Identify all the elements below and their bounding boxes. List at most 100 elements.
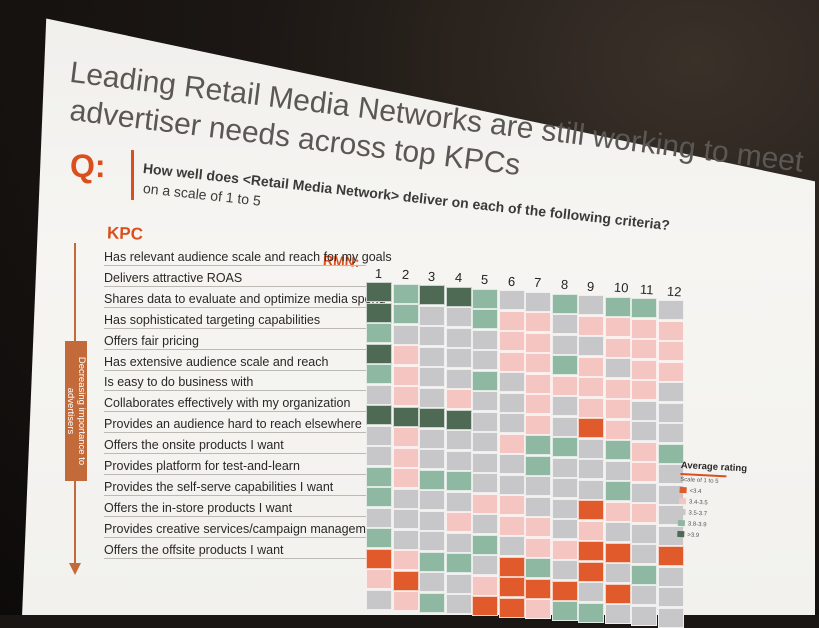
heatmap-cell xyxy=(366,446,392,466)
legend-label: <3.4 xyxy=(689,488,702,496)
heatmap-cell xyxy=(498,474,525,495)
heatmap-cell xyxy=(525,435,551,456)
heatmap-cell xyxy=(419,367,445,388)
heatmap-cell xyxy=(551,457,578,478)
heatmap-cell xyxy=(366,569,392,589)
heatmap-cell xyxy=(604,522,631,543)
heatmap-cell xyxy=(392,304,419,325)
criterion-row-label: Has extensive audience scale and reach xyxy=(104,355,366,371)
legend-label: >3.9 xyxy=(687,532,700,539)
heatmap-cell xyxy=(445,389,472,410)
heatmap-cell xyxy=(366,487,392,507)
heatmap-cell xyxy=(498,536,525,557)
heatmap-cell xyxy=(551,519,578,539)
heatmap-cell xyxy=(525,599,551,620)
heatmap-cell xyxy=(472,473,498,494)
heatmap-cell xyxy=(498,392,525,413)
heatmap-cell xyxy=(498,413,525,434)
heatmap-cell xyxy=(604,542,631,563)
heatmap-cell xyxy=(392,468,419,489)
heatmap-cell xyxy=(419,469,445,490)
slide: Leading Retail Media Networks are still … xyxy=(65,56,805,628)
heatmap-cell xyxy=(472,370,498,391)
heatmap-cell xyxy=(366,282,392,302)
heatmap-cell xyxy=(631,544,657,565)
heatmap-cell xyxy=(578,500,604,521)
heatmap-cell xyxy=(392,509,419,530)
heatmap-cell xyxy=(551,355,578,375)
heatmap-cell xyxy=(578,336,604,357)
criterion-row-label: Provides the self-serve capabilities I w… xyxy=(104,480,366,496)
heatmap-cell xyxy=(578,459,604,480)
heatmap-cell xyxy=(445,409,472,430)
legend-label: 3.4-3.5 xyxy=(688,499,708,507)
importance-arrow-head xyxy=(69,563,81,575)
heatmap-cell xyxy=(366,589,392,610)
heatmap-cell xyxy=(498,454,525,475)
legend-label: 3.8-3.9 xyxy=(687,521,707,529)
criterion-row-label: Offers fair pricing xyxy=(104,334,366,350)
legend-swatch xyxy=(679,486,687,494)
heatmap-cell xyxy=(445,532,472,553)
heatmap-cell xyxy=(498,372,525,393)
heatmap-cell xyxy=(604,481,631,502)
heatmap-cell xyxy=(392,570,419,591)
heatmap-cell xyxy=(525,455,551,476)
heatmap-cell xyxy=(419,592,445,613)
heatmap-cell xyxy=(604,378,631,399)
heatmap-cell xyxy=(631,523,657,544)
heatmap-cell xyxy=(498,577,525,598)
heatmap-cell xyxy=(525,558,551,579)
rmn-column-1: 1 xyxy=(374,265,383,281)
heatmap-cell xyxy=(498,433,525,454)
criterion-row-label: Provides creative services/campaign mana… xyxy=(104,521,384,538)
heatmap-cell xyxy=(445,573,472,594)
kpc-heading: KPC xyxy=(106,223,144,244)
heatmap-cell xyxy=(366,528,392,548)
heatmap-cell xyxy=(657,320,684,341)
heatmap-cell xyxy=(631,380,657,401)
legend-swatch xyxy=(677,530,685,538)
heatmap-cell xyxy=(525,291,551,312)
heatmap-cell xyxy=(419,551,445,572)
heatmap-cell xyxy=(498,515,525,536)
heatmap-cell xyxy=(472,575,498,596)
heatmap-cell xyxy=(551,539,578,560)
rmn-column-12: 12 xyxy=(666,283,682,299)
heatmap-cell xyxy=(525,476,551,497)
heatmap-cell xyxy=(657,402,684,423)
heatmap-cell xyxy=(551,601,578,621)
heatmap-cell xyxy=(631,564,657,585)
heatmap-cell xyxy=(498,351,525,372)
question-label: Q: xyxy=(70,148,106,184)
heatmap-cell xyxy=(419,408,445,429)
heatmap-cell xyxy=(604,419,631,440)
heatmap-cell xyxy=(631,359,657,380)
heatmap-cell xyxy=(419,510,445,531)
heatmap-cell xyxy=(419,449,445,470)
heatmap-cell xyxy=(551,498,578,519)
heatmap-cell xyxy=(551,314,578,334)
rmn-column-5: 5 xyxy=(480,271,489,288)
criterion-row-label: Delivers attractive ROAS xyxy=(104,271,366,287)
heatmap-cell xyxy=(657,566,684,587)
heatmap-cell xyxy=(419,572,445,593)
heatmap-cell xyxy=(419,305,445,326)
heatmap-cell xyxy=(498,495,525,516)
heatmap-cell xyxy=(631,400,657,421)
rmn-column-10: 10 xyxy=(613,279,629,296)
heatmap-cell xyxy=(525,394,551,415)
rmn-column-9: 9 xyxy=(586,278,595,294)
heatmap-cell xyxy=(366,425,392,446)
heatmap-cell xyxy=(419,387,445,408)
heatmap-cell xyxy=(578,315,604,336)
heatmap-cell xyxy=(392,324,419,345)
heatmap-cell xyxy=(472,596,498,617)
rmn-column-6: 6 xyxy=(507,273,516,289)
heatmap-cell xyxy=(525,578,551,599)
heatmap-cell xyxy=(498,290,525,311)
legend-rows: <3.4 3.4-3.5 3.5-3.7 3.8-3.9 >3.9 xyxy=(677,486,760,546)
legend: Average rating Scale of 1 to 5 <3.4 3.4-3… xyxy=(677,460,761,546)
heatmap-cell xyxy=(551,396,578,416)
heatmap-cell xyxy=(472,309,498,330)
